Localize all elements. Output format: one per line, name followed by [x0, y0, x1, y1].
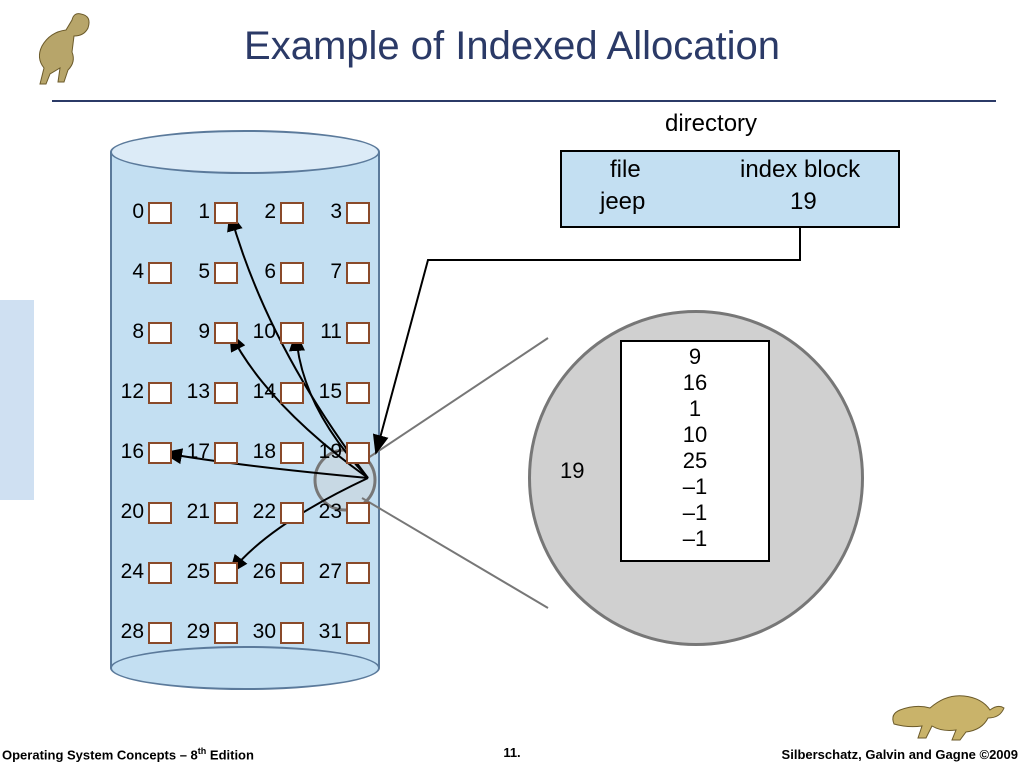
block-box [346, 442, 370, 464]
block-box [346, 322, 370, 344]
block-number: 23 [316, 500, 342, 524]
index-entry: –1 [630, 526, 760, 552]
block-box [346, 262, 370, 284]
block-box [148, 442, 172, 464]
block-number: 15 [316, 380, 342, 404]
diagram-area: 0123456789101112131415161718192021222324… [110, 110, 970, 730]
block-number: 16 [118, 440, 144, 464]
block-number: 27 [316, 560, 342, 584]
directory-file-name: jeep [600, 188, 645, 216]
block-number: 21 [184, 500, 210, 524]
block-number: 11 [316, 320, 342, 344]
block-number: 19 [316, 440, 342, 464]
block-box [280, 442, 304, 464]
block-box [214, 262, 238, 284]
title-underline [52, 100, 996, 102]
block-box [280, 502, 304, 524]
index-block-contents: 91611025–1–1–1 [620, 340, 770, 562]
block-number: 10 [250, 320, 276, 344]
index-entry: 9 [630, 344, 760, 370]
block-box [214, 562, 238, 584]
index-entry: 10 [630, 422, 760, 448]
block-box [214, 382, 238, 404]
footer-right: Silberschatz, Galvin and Gagne ©2009 [782, 747, 1018, 762]
block-number: 29 [184, 620, 210, 644]
block-number: 22 [250, 500, 276, 524]
block-box [148, 322, 172, 344]
directory-col-index-header: index block [740, 156, 860, 184]
disk-cylinder: 0123456789101112131415161718192021222324… [110, 130, 380, 690]
block-box [148, 382, 172, 404]
block-number: 7 [316, 260, 342, 284]
block-number: 28 [118, 620, 144, 644]
block-number: 9 [184, 320, 210, 344]
block-number: 24 [118, 560, 144, 584]
block-box [346, 562, 370, 584]
block-number: 8 [118, 320, 144, 344]
block-box [346, 502, 370, 524]
block-number: 5 [184, 260, 210, 284]
index-entry: 25 [630, 448, 760, 474]
slide-title: Example of Indexed Allocation [244, 24, 780, 68]
block-box [148, 562, 172, 584]
block-number: 20 [118, 500, 144, 524]
block-number: 25 [184, 560, 210, 584]
block-number: 13 [184, 380, 210, 404]
index-entry: –1 [630, 500, 760, 526]
block-box [280, 262, 304, 284]
block-number: 12 [118, 380, 144, 404]
block-number: 1 [184, 200, 210, 224]
block-box [346, 202, 370, 224]
block-number: 18 [250, 440, 276, 464]
block-number: 26 [250, 560, 276, 584]
block-box [280, 562, 304, 584]
directory-heading: directory [665, 110, 757, 138]
directory-index-value: 19 [790, 188, 817, 216]
slide-title-area: Example of Indexed Allocation [0, 24, 1024, 69]
block-box [148, 202, 172, 224]
disk-cylinder-bottom [110, 646, 380, 690]
block-box [346, 622, 370, 644]
block-box [214, 202, 238, 224]
block-box [148, 622, 172, 644]
block-number: 6 [250, 260, 276, 284]
block-number: 14 [250, 380, 276, 404]
index-entry: 1 [630, 396, 760, 422]
block-box [214, 322, 238, 344]
index-entry: 16 [630, 370, 760, 396]
block-number: 0 [118, 200, 144, 224]
block-box [148, 262, 172, 284]
index-entry: –1 [630, 474, 760, 500]
block-number: 3 [316, 200, 342, 224]
directory-col-file-header: file [610, 156, 641, 184]
block-number: 4 [118, 260, 144, 284]
sidebar-accent [0, 300, 34, 500]
block-box [214, 442, 238, 464]
logo-dino-bottom-right [886, 674, 1006, 744]
disk-cylinder-top [110, 130, 380, 174]
block-number: 17 [184, 440, 210, 464]
block-box [280, 382, 304, 404]
disk-cylinder-body [110, 152, 380, 668]
block-number: 2 [250, 200, 276, 224]
block-box [346, 382, 370, 404]
block-number: 31 [316, 620, 342, 644]
index-block-number-label: 19 [560, 458, 584, 484]
block-box [214, 622, 238, 644]
block-box [280, 202, 304, 224]
block-box [214, 502, 238, 524]
block-box [148, 502, 172, 524]
block-box [280, 322, 304, 344]
block-number: 30 [250, 620, 276, 644]
block-box [280, 622, 304, 644]
